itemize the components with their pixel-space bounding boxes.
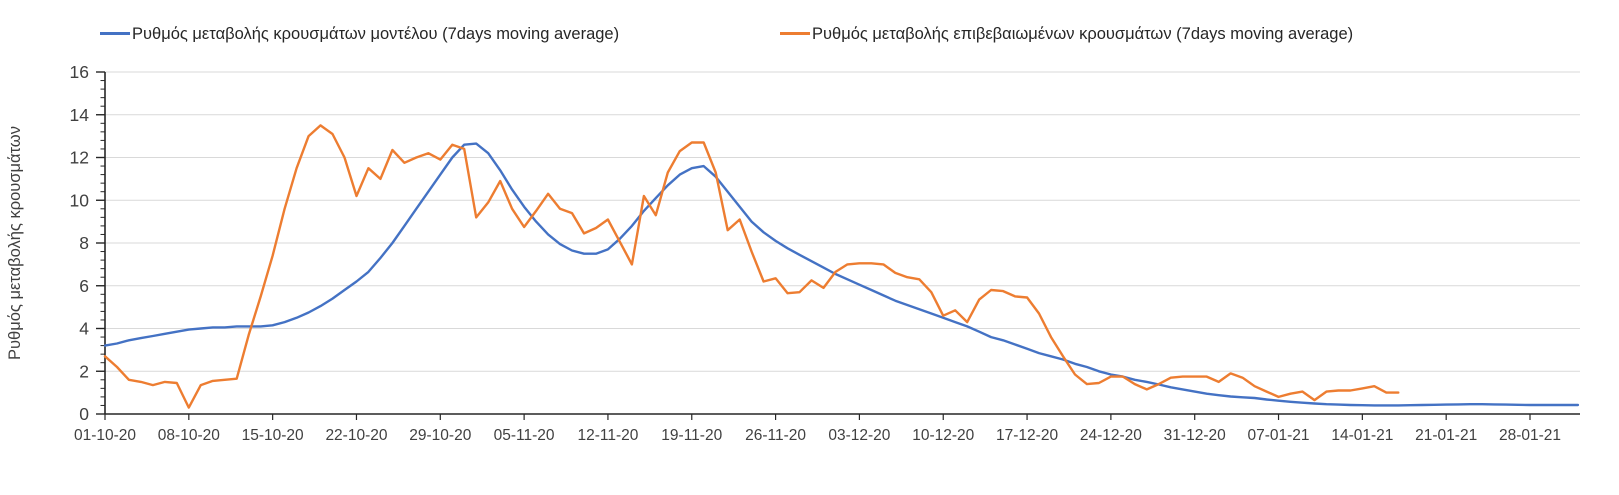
- x-tick-label: 01-10-20: [74, 427, 136, 444]
- x-tick-label: 31-12-20: [1164, 427, 1226, 444]
- x-tick-label: 05-11-20: [494, 427, 555, 444]
- legend-label-model: Ρυθμός μεταβολής κρουσμάτων μοντέλου (7d…: [132, 25, 620, 43]
- x-tick-label: 08-10-20: [158, 427, 220, 444]
- x-tick-label: 22-10-20: [325, 427, 387, 444]
- y-tick-label: 2: [79, 361, 89, 381]
- x-tick-label: 17-12-20: [996, 427, 1058, 444]
- y-tick-label: 8: [79, 233, 89, 253]
- legend-line-confirmed-icon: [780, 32, 810, 35]
- x-tick-label: 10-12-20: [912, 427, 974, 444]
- x-tick-label: 12-11-20: [577, 427, 638, 444]
- x-tick-label: 24-12-20: [1080, 427, 1142, 444]
- x-tick-label: 19-11-20: [661, 427, 722, 444]
- series-line-model: [103, 142, 1580, 407]
- y-tick-label: 0: [79, 404, 89, 424]
- x-tick-label: 15-10-20: [242, 427, 304, 444]
- x-tick-label: 26-11-20: [745, 427, 806, 444]
- x-tick-label: 03-12-20: [828, 427, 890, 444]
- legend-line-model-icon: [100, 32, 130, 35]
- x-tick-label: 07-01-21: [1248, 427, 1310, 444]
- legend-item-confirmed: Ρυθμός μεταβολής επιβεβαιωμένων κρουσμάτ…: [780, 24, 1353, 44]
- y-tick-label: 6: [79, 276, 89, 296]
- series-line-confirmed: [103, 124, 1400, 409]
- x-tick-label: 21-01-21: [1415, 427, 1477, 444]
- y-tick-label: 16: [70, 62, 89, 82]
- legend-label-confirmed: Ρυθμός μεταβολής επιβεβαιωμένων κρουσμάτ…: [812, 25, 1354, 43]
- x-tick-label: 29-10-20: [409, 427, 471, 444]
- legend-item-model: Ρυθμός μεταβολής κρουσμάτων μοντέλου (7d…: [100, 24, 619, 44]
- y-tick-label: 14: [70, 105, 90, 125]
- y-tick-label: 12: [70, 148, 89, 168]
- y-tick-label: 4: [79, 319, 89, 339]
- y-tick-label: 10: [70, 190, 90, 210]
- x-tick-label: 28-01-21: [1499, 427, 1561, 444]
- x-tick-label: 14-01-21: [1331, 427, 1393, 444]
